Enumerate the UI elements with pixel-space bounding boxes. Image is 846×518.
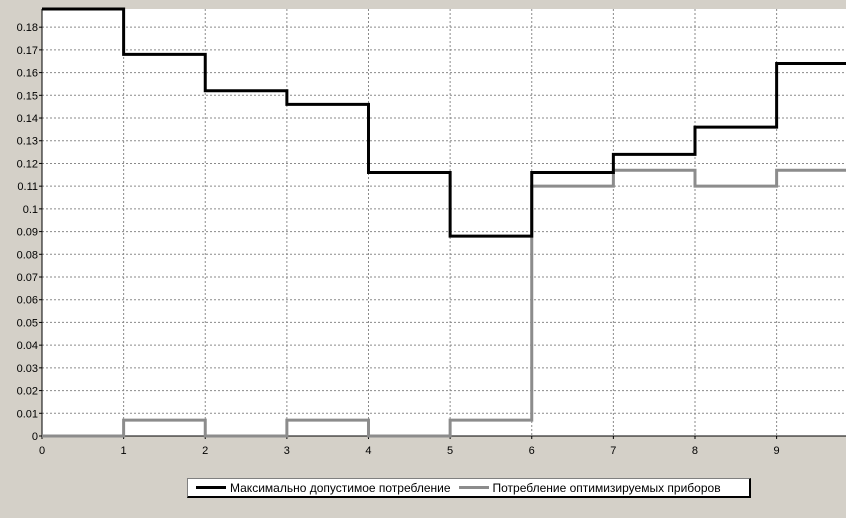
y-tick-label: 0.15 <box>17 90 38 102</box>
y-tick-label: 0.17 <box>17 45 38 57</box>
y-tick-label: 0.1 <box>23 204 38 216</box>
y-tick-label: 0.16 <box>17 68 38 80</box>
y-tick-label: 0.05 <box>17 317 38 329</box>
y-tick-label: 0.02 <box>17 386 38 398</box>
y-tick-label: 0.14 <box>17 113 38 125</box>
series-line-1 <box>42 7 846 238</box>
y-tick-label: 0.06 <box>17 295 38 307</box>
y-tick-label: 0.18 <box>17 22 38 34</box>
y-tick-label: 0.13 <box>17 136 38 148</box>
y-tick-label: 0.11 <box>17 181 38 193</box>
legend-entry: Потребление оптимизируемых приборов <box>458 480 721 495</box>
plot-area <box>42 9 846 436</box>
y-tick-label: 0.01 <box>17 408 38 420</box>
series-lines <box>42 7 846 438</box>
x-tick-label: 0 <box>39 445 45 457</box>
legend-label-max: Максимально допустимое потребление <box>230 480 451 495</box>
x-tick-label: 6 <box>529 445 535 457</box>
x-tick-label: 7 <box>610 445 616 457</box>
x-tick-label: 3 <box>284 445 290 457</box>
y-tick-label: 0.03 <box>17 363 38 375</box>
y-tick-label: 0.07 <box>17 272 38 284</box>
legend-label-appliances: Потребление оптимизируемых приборов <box>492 480 721 495</box>
legend-swatch-appliances <box>458 486 489 489</box>
x-tick-label: 5 <box>447 445 453 457</box>
y-axis-tick-labels: 0 0.01 0.02 0.03 0.04 0.05 0.06 0.07 0.08 0.09 0.1… <box>17 22 38 443</box>
x-tick-label: 8 <box>692 445 698 457</box>
y-tick-label: 0.09 <box>17 227 38 239</box>
y-tick-label: 0.08 <box>17 249 38 261</box>
y-tick-label: 0.12 <box>17 158 38 170</box>
legend-swatch-max <box>196 486 226 489</box>
x-tick-label: 2 <box>202 445 208 457</box>
legend: Максимально допустимое потребление Потре… <box>187 478 751 498</box>
y-tick-label: 0.04 <box>17 340 38 352</box>
x-tick-label: 4 <box>365 445 371 457</box>
x-tick-label: 1 <box>121 445 127 457</box>
x-tick-label: 9 <box>774 445 780 457</box>
series-line-2 <box>42 168 846 438</box>
x-axis-tick-labels: 0 1 2 3 4 5 6 7 8 9 <box>39 445 780 457</box>
y-tick-label: 0 <box>32 431 38 443</box>
legend-entry: Максимально допустимое потребление <box>196 481 451 495</box>
